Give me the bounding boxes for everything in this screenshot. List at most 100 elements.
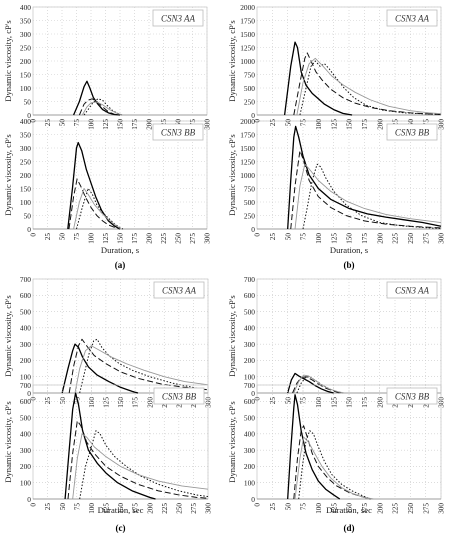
x-tick-label: 25 <box>269 119 277 127</box>
y-tick-label: 500 <box>244 307 255 316</box>
y-tick-label: 500 <box>20 413 31 422</box>
x-tick-label: 75 <box>73 119 81 127</box>
y-tick-label: 100 <box>244 373 255 382</box>
y-tick-label: 100 <box>20 198 31 207</box>
x-tick-label: 150 <box>346 119 354 130</box>
y-tick-label: 1250 <box>240 43 255 52</box>
x-tick-label: 175 <box>132 397 140 408</box>
x-tick-label: 0 <box>254 119 262 123</box>
x-tick-label: 250 <box>175 233 183 244</box>
y-axis-label: Dynamic viscosity, cP's <box>227 134 237 216</box>
y-tick-label: 0 <box>27 225 31 234</box>
subplot-name-box <box>152 123 204 141</box>
x-tick-label: 0 <box>254 503 262 507</box>
x-tick-label: 25 <box>44 119 52 127</box>
series-line-dash <box>290 150 442 230</box>
x-tick-label: 225 <box>160 233 168 244</box>
y-tick-label: 400 <box>244 430 255 439</box>
y-tick-label: 200 <box>20 462 31 471</box>
y-tick-label: 0 <box>27 389 31 398</box>
x-tick-label: 300 <box>204 119 212 130</box>
x-tick-label: 125 <box>102 119 110 130</box>
x-tick-label: 200 <box>146 233 154 244</box>
x-tick-label: 275 <box>190 503 198 514</box>
y-tick-label: 100 <box>20 479 31 488</box>
x-tick-label: 200 <box>146 119 154 130</box>
y-tick-label: 500 <box>244 413 255 422</box>
x-tick-label: 200 <box>376 397 384 408</box>
series-line-dash <box>78 98 121 116</box>
y-tick-label: 600 <box>20 291 31 300</box>
y-axis-label: Dynamic viscosity, cP's <box>3 134 13 216</box>
y-tick-label: 200 <box>244 356 255 365</box>
x-tick-label: 225 <box>392 233 400 244</box>
y-tick-label: 200 <box>244 462 255 471</box>
y-axis-label: Dynamic viscosity, cP's <box>227 401 237 483</box>
series-line-dash <box>68 338 209 394</box>
x-tick-label: 0 <box>30 397 38 401</box>
x-tick-label: 75 <box>300 503 308 511</box>
x-tick-label: 300 <box>438 233 446 244</box>
y-tick-label: 1500 <box>240 30 255 39</box>
x-tick-label: 150 <box>346 233 354 244</box>
x-tick-label: 0 <box>30 233 38 237</box>
x-tick-label: 50 <box>284 397 292 405</box>
y-tick-label: 2000 <box>240 117 255 126</box>
series-line-dash <box>293 425 371 500</box>
y-tick-label: 1750 <box>240 130 255 139</box>
x-tick-label: 50 <box>59 233 67 241</box>
y-tick-label: 50 <box>24 97 32 106</box>
x-tick-label: 75 <box>73 503 81 511</box>
subplot-csn3-aa: 0250500750100012501500175020000255075100… <box>227 3 446 130</box>
y-tick-label: 1000 <box>240 171 255 180</box>
x-tick-label: 150 <box>346 503 354 514</box>
y-axis-label: Dynamic viscosity, cP's <box>3 20 13 102</box>
series-line-dash <box>292 376 340 394</box>
subplot-name: CSN3 BB <box>161 127 196 137</box>
series-line-gray <box>296 57 442 116</box>
subplot-name: CSN3 BB <box>395 127 430 137</box>
x-tick-label: 250 <box>407 233 415 244</box>
y-tick-label: 250 <box>244 211 255 220</box>
x-tick-label: 50 <box>284 233 292 241</box>
y-tick-label: 300 <box>20 30 31 39</box>
x-tick-label: 225 <box>392 503 400 514</box>
x-tick-label: 50 <box>284 119 292 127</box>
y-tick-label: 200 <box>20 171 31 180</box>
y-tick-label: 700 <box>244 275 255 284</box>
y-tick-label: 400 <box>244 324 255 333</box>
x-tick-label: 0 <box>30 503 38 507</box>
subplot-name-box <box>152 9 204 27</box>
series-line-dot <box>76 188 124 230</box>
y-tick-label: 700 <box>20 381 31 390</box>
series-line-solid <box>287 372 334 394</box>
y-axis-label: Dynamic viscosity, cP's <box>227 295 237 377</box>
x-tick-label: 25 <box>44 233 52 241</box>
x-tick-label: 125 <box>102 233 110 244</box>
y-tick-label: 0 <box>251 495 255 504</box>
x-tick-label: 50 <box>59 503 67 511</box>
x-tick-label: 100 <box>88 119 96 130</box>
x-tick-label: 0 <box>30 119 38 123</box>
y-tick-label: 300 <box>20 340 31 349</box>
x-tick-label: 125 <box>103 397 111 408</box>
x-tick-label: 200 <box>146 503 154 514</box>
x-tick-label: 50 <box>59 397 67 405</box>
y-tick-label: 400 <box>20 430 31 439</box>
x-tick-label: 100 <box>315 119 323 130</box>
panel-tag: (b) <box>344 260 355 270</box>
series-line-dash <box>67 420 209 500</box>
y-tick-label: 600 <box>244 397 255 406</box>
x-tick-label: 0 <box>254 233 262 237</box>
x-tick-label: 225 <box>161 503 169 514</box>
y-tick-label: 1500 <box>240 144 255 153</box>
series-line-gray <box>294 436 374 500</box>
x-tick-label: 275 <box>422 503 430 514</box>
x-tick-label: 25 <box>44 503 52 511</box>
x-tick-label: 175 <box>361 119 369 130</box>
x-tick-label: 125 <box>330 119 338 130</box>
y-tick-label: 2000 <box>240 3 255 12</box>
